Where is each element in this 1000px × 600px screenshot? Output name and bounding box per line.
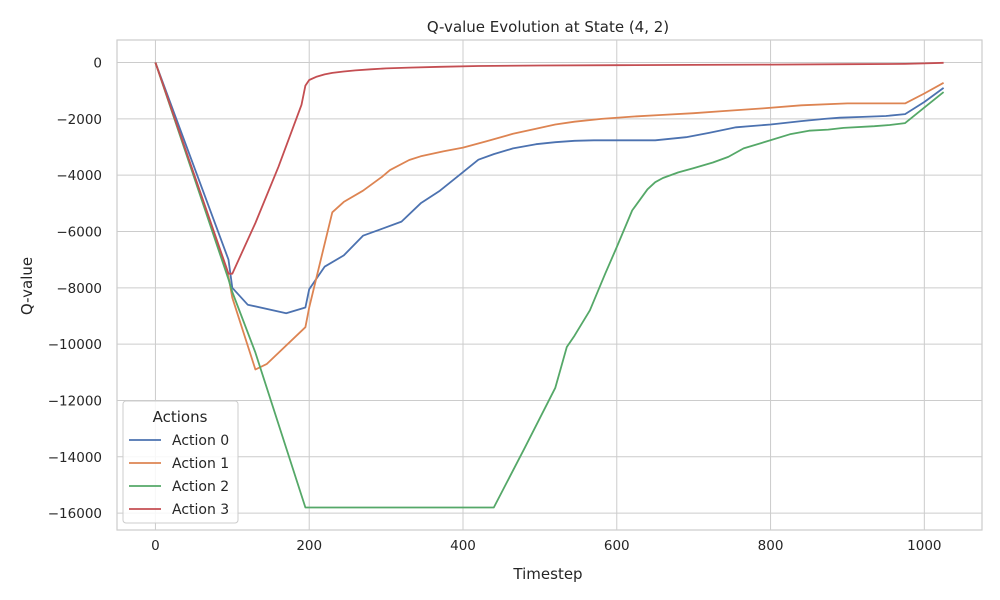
tick-labels: 0 200 400 600 800 1000 0 −2000 −4000 −6000 −8000 −1…	[48, 56, 942, 554]
legend-label-action-1: Action 1	[172, 456, 229, 472]
series-line-action-1	[154, 62, 945, 371]
plot-area-frame	[116, 39, 983, 531]
y-tick-label: 0	[93, 56, 102, 72]
y-tick-label: −12000	[48, 393, 102, 409]
series-lines	[154, 61, 945, 509]
legend: Actions Action 0 Action 1 Action 2 Action 3	[122, 400, 239, 524]
legend-label-action-0: Action 0	[172, 433, 229, 449]
grid-lines	[117, 40, 982, 530]
legend-items: Action 0 Action 1 Action 2 Action 3	[129, 433, 229, 518]
x-axis-label: Timestep	[512, 565, 582, 583]
legend-label-action-3: Action 3	[172, 502, 229, 518]
x-tick-label: 600	[604, 538, 630, 554]
series-line-action-2	[154, 62, 945, 509]
y-tick-label: −6000	[56, 224, 102, 240]
x-tick-label: 1000	[907, 538, 941, 554]
x-tick-label: 800	[758, 538, 784, 554]
y-axis-label: Q-value	[18, 257, 36, 315]
x-tick-label: 0	[151, 538, 160, 554]
legend-label-action-2: Action 2	[172, 479, 229, 495]
y-tick-label: −14000	[48, 450, 102, 466]
x-tick-label: 400	[450, 538, 476, 554]
y-tick-label: −8000	[56, 281, 102, 297]
series-line-action-3	[154, 61, 944, 275]
legend-title: Actions	[153, 408, 208, 426]
x-tick-label: 200	[296, 538, 322, 554]
y-tick-label: −4000	[56, 168, 102, 184]
y-tick-label: −16000	[48, 506, 102, 522]
y-tick-label: −2000	[56, 112, 102, 128]
y-tick-label: −10000	[48, 337, 102, 353]
legend-box	[122, 400, 239, 524]
series-line-action-0	[154, 62, 945, 315]
chart-title: Q-value Evolution at State (4, 2)	[427, 18, 669, 36]
